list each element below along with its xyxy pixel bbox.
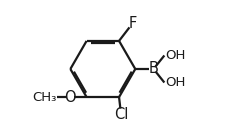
Text: O: O: [64, 90, 76, 105]
Text: CH₃: CH₃: [32, 91, 57, 104]
Text: B: B: [148, 62, 158, 76]
Text: OH: OH: [164, 49, 185, 62]
Text: F: F: [128, 16, 136, 31]
Text: OH: OH: [164, 76, 185, 89]
Text: Cl: Cl: [113, 107, 128, 122]
